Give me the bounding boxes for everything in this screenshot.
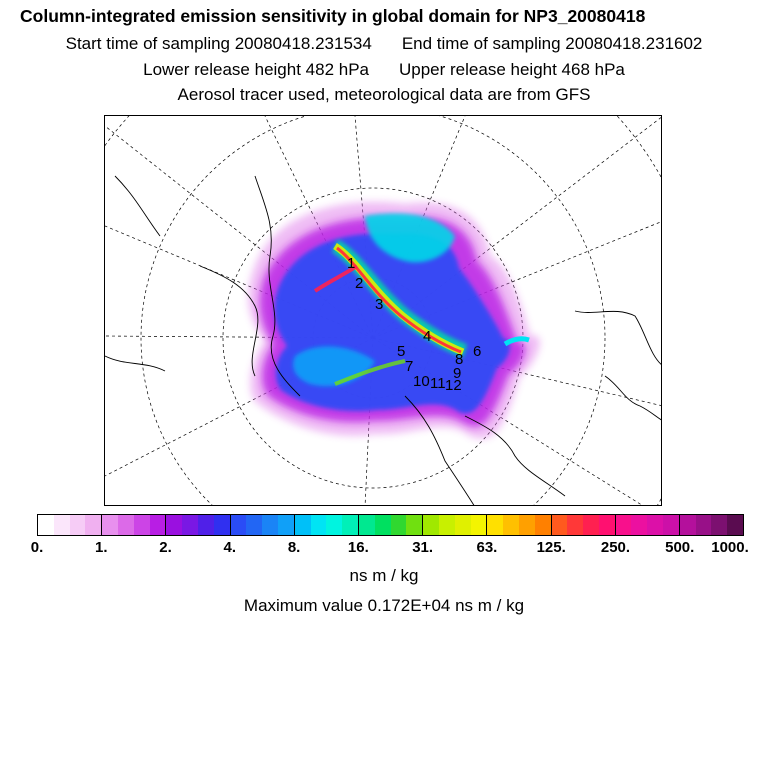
colorbar-swatch xyxy=(423,515,439,535)
colorbar-swatch xyxy=(438,515,455,535)
marker-10: 10 xyxy=(413,373,430,390)
colorbar-swatch xyxy=(503,515,519,535)
colorbar-swatch xyxy=(197,515,214,535)
maximum-value-label: Maximum value 0.172E+04 ns m / kg xyxy=(243,596,525,615)
marker-12: 12 xyxy=(445,377,462,394)
colorbar-swatch xyxy=(647,515,664,535)
plot-title: Column-integrated emission sensitivity i… xyxy=(20,6,646,26)
colorbar-swatch xyxy=(534,515,552,535)
colorbar-unit: ns m / kg xyxy=(349,566,419,585)
colorbar-swatch xyxy=(133,515,150,535)
colorbar-swatch xyxy=(53,515,70,535)
marker-2: 2 xyxy=(355,275,363,292)
colorbar-swatch xyxy=(390,515,407,535)
upper-release-label: Upper release height 468 hPa xyxy=(399,60,625,79)
marker-9: 9 xyxy=(453,365,461,382)
sensitivity-map: 1 2 3 4 5 6 7 8 9 10 11 12 xyxy=(104,115,662,506)
marker-5: 5 xyxy=(397,343,405,360)
colorbar-swatch xyxy=(615,515,632,535)
colorbar-swatch xyxy=(695,515,712,535)
colorbar-tick-label: 1. xyxy=(95,539,108,556)
colorbar-tick-label: 0. xyxy=(30,539,44,556)
colorbar-swatch xyxy=(406,515,424,535)
colorbar-swatch xyxy=(326,515,343,535)
start-time-label: Start time of sampling 20080418.231534 xyxy=(65,34,372,53)
marker-1: 1 xyxy=(347,255,355,272)
end-time-label: End time of sampling 20080418.231602 xyxy=(401,34,703,53)
colorbar-swatch xyxy=(663,515,680,535)
map-svg: 1 2 3 4 5 6 7 8 9 10 11 12 xyxy=(105,116,661,505)
colorbar-swatch xyxy=(583,515,599,535)
colorbar-swatch xyxy=(551,515,568,535)
colorbar-swatch xyxy=(374,515,391,535)
colorbar-swatch xyxy=(85,515,103,535)
colorbar-tick-label: 500. xyxy=(665,539,695,556)
colorbar-swatch xyxy=(342,515,359,535)
colorbar-swatch xyxy=(277,515,295,535)
colorbar-swatch xyxy=(294,515,311,535)
colorbar-tick-label: 63. xyxy=(476,539,498,556)
release-heights: Lower release height 482 hPa Upper releas… xyxy=(0,60,768,80)
colorbar-tick-label: 16. xyxy=(347,539,369,556)
marker-6: 6 xyxy=(473,343,481,360)
lower-release-label: Lower release height 482 hPa xyxy=(143,60,369,79)
marker-3: 3 xyxy=(375,296,383,313)
colorbar-tick-label: 1000. xyxy=(711,539,749,556)
sensitivity-field xyxy=(248,201,540,439)
marker-8: 8 xyxy=(455,351,463,368)
colorbar-swatch xyxy=(246,515,263,535)
colorbar-swatch xyxy=(727,515,744,535)
colorbar-tick-label: 8. xyxy=(287,539,301,556)
marker-7: 7 xyxy=(405,358,413,375)
colorbar-swatch xyxy=(213,515,231,535)
colorbar xyxy=(37,514,744,536)
colorbar-tick-label: 250. xyxy=(600,539,631,556)
sampling-times: Start time of sampling 20080418.231534 En… xyxy=(0,34,768,54)
colorbar-tick-label: 31. xyxy=(412,539,434,556)
colorbar-swatch xyxy=(262,515,278,535)
colorbar-swatch xyxy=(38,515,54,535)
tracer-info: Aerosol tracer used, meteorological data… xyxy=(177,85,591,104)
colorbar-swatch xyxy=(518,515,535,535)
colorbar-swatch xyxy=(310,515,327,535)
colorbar-swatch xyxy=(487,515,504,535)
coastlines xyxy=(105,175,661,505)
colorbar-swatch xyxy=(598,515,616,535)
colorbar-swatch xyxy=(117,515,134,535)
colorbar-swatch xyxy=(102,515,118,535)
colorbar-tick-label: 2. xyxy=(159,539,172,556)
colorbar-tick-label: 4. xyxy=(223,539,237,556)
colorbar-swatch xyxy=(679,515,696,535)
colorbar-swatch xyxy=(230,515,247,535)
colorbar-swatch xyxy=(182,515,198,535)
colorbar-swatch xyxy=(711,515,728,535)
marker-4: 4 xyxy=(423,328,431,345)
colorbar-swatch xyxy=(454,515,471,535)
colorbar-swatch xyxy=(567,515,584,535)
colorbar-swatch xyxy=(166,515,183,535)
colorbar-swatch xyxy=(69,515,86,535)
colorbar-swatch xyxy=(358,515,375,535)
colorbar-swatch xyxy=(631,515,648,535)
colorbar-tick-label: 125. xyxy=(536,539,566,556)
colorbar-swatch xyxy=(149,515,167,535)
marker-11: 11 xyxy=(430,375,446,392)
colorbar-swatch xyxy=(470,515,488,535)
